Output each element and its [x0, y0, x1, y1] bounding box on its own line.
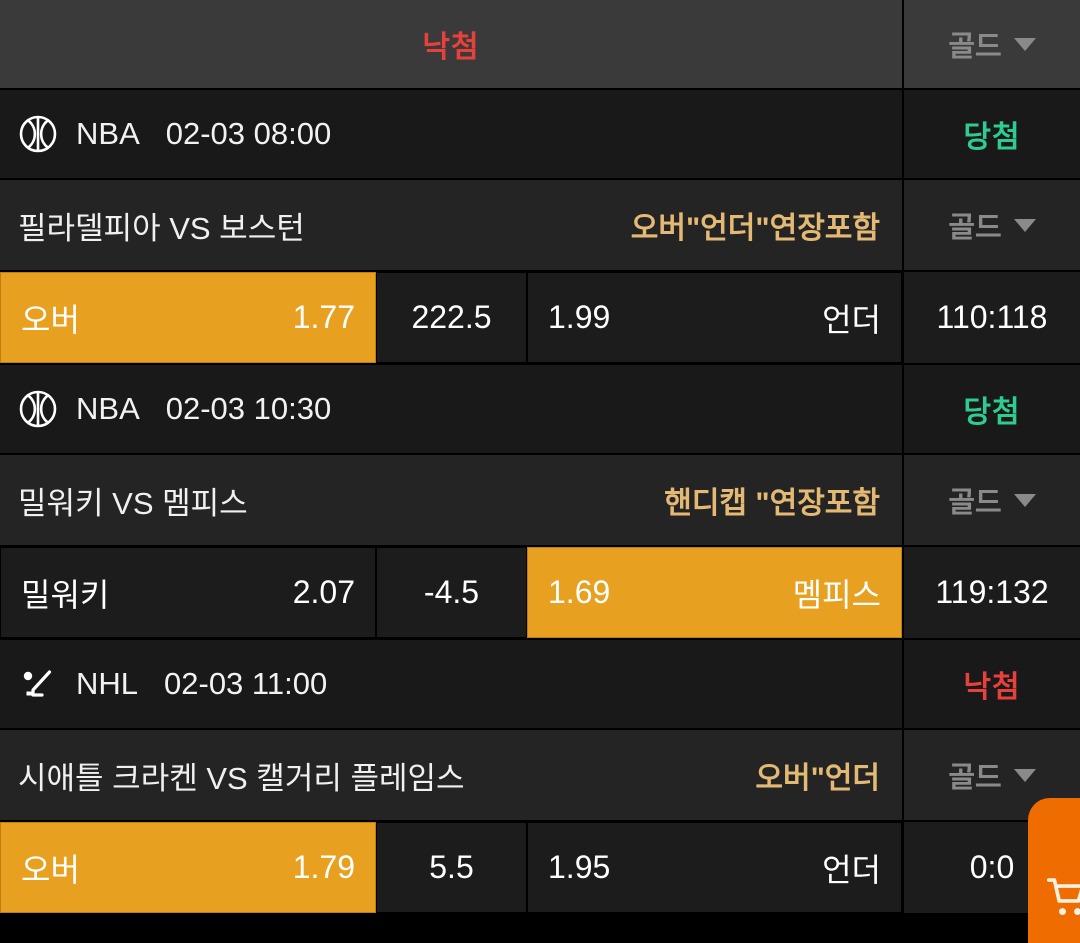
grade-dropdown[interactable]: 골드	[948, 23, 1036, 65]
grade-dropdown[interactable]: 골드	[948, 479, 1036, 521]
event-header-row: NHL 02-03 11:00 낙첨	[0, 640, 1080, 730]
odds-cells: 오버 1.77 222.5 1.99 언더	[0, 272, 902, 363]
score-cell: 119:132	[902, 547, 1080, 638]
odds-row: 밀워키 2.07 -4.5 1.69 멤피스 119:132	[0, 547, 1080, 640]
pick-away-odds: 1.69	[548, 574, 611, 610]
grade-label: 골드	[948, 31, 1002, 63]
event-league-cell: NBA 02-03 10:30	[0, 365, 902, 453]
event-result-cell: 낙첨	[902, 640, 1080, 728]
chevron-down-icon	[1013, 493, 1036, 507]
event-result-cell: 당첨	[902, 90, 1080, 178]
pick-line: 5.5	[376, 822, 527, 913]
pick-home-odds: 2.07	[292, 574, 355, 610]
score-cell: 110:118	[902, 272, 1080, 363]
chevron-down-icon	[1013, 218, 1036, 232]
odds-row: 오버 1.77 222.5 1.99 언더 110:118	[0, 272, 1080, 365]
odds-row: 오버 1.79 5.5 1.95 언더 0:0	[0, 822, 1080, 915]
pick-away-odds: 1.95	[548, 849, 611, 885]
pick-away[interactable]: 1.69 멤피스	[527, 547, 902, 638]
match-row[interactable]: 시애틀 크라켄 VS 캘거리 플레임스 오버"언더 골드	[0, 730, 1080, 822]
event-league-cell: NHL 02-03 11:00	[0, 640, 902, 728]
grade-label: 골드	[948, 212, 1002, 244]
match-score: 119:132	[935, 574, 1049, 610]
event-datetime: 02-03 10:30	[165, 391, 332, 426]
grade-dropdown[interactable]: 골드	[948, 204, 1036, 246]
pick-away-name: 언더	[822, 301, 881, 338]
slip-header-status-cell: 낙첨	[0, 0, 902, 88]
match-info-cell[interactable]: 시애틀 크라켄 VS 캘거리 플레임스 오버"언더	[0, 730, 902, 820]
match-score: 110:118	[936, 299, 1048, 335]
league-name: NBA	[76, 116, 140, 151]
shopping-cart-icon	[1046, 878, 1080, 916]
match-row[interactable]: 밀워키 VS 멤피스 핸디캡 "연장포함 골드	[0, 455, 1080, 547]
chevron-down-icon	[1013, 37, 1036, 51]
market-label: 오버"언더"연장포함	[630, 212, 880, 245]
match-teams: 시애틀 크라켄 VS 캘거리 플레임스	[18, 760, 465, 796]
pick-home-odds: 1.79	[292, 849, 355, 885]
status-badge: 당첨	[963, 396, 1021, 429]
match-info-cell[interactable]: 필라델피아 VS 보스턴 오버"언더"연장포함	[0, 180, 902, 270]
basketball-icon	[19, 115, 57, 153]
market-label: 오버"언더	[755, 762, 880, 795]
pick-home-odds: 1.77	[292, 299, 355, 335]
pick-line: 222.5	[376, 272, 527, 363]
match-grade-cell[interactable]: 골드	[902, 180, 1080, 270]
match-info-cell[interactable]: 밀워키 VS 멤피스 핸디캡 "연장포함	[0, 455, 902, 545]
event-league-cell: NBA 02-03 08:00	[0, 90, 902, 178]
match-teams: 필라델피아 VS 보스턴	[18, 210, 305, 246]
basketball-icon	[19, 390, 57, 428]
odds-cells: 오버 1.79 5.5 1.95 언더	[0, 822, 902, 913]
odds-cells: 밀워키 2.07 -4.5 1.69 멤피스	[0, 547, 902, 638]
league-name: NBA	[76, 391, 140, 426]
match-grade-cell[interactable]: 골드	[902, 730, 1080, 820]
event-header-row: NBA 02-03 10:30 당첨	[0, 365, 1080, 455]
status-badge: 낙첨	[963, 671, 1021, 704]
event-result-cell: 당첨	[902, 365, 1080, 453]
match-grade-cell[interactable]: 골드	[902, 455, 1080, 545]
pick-home[interactable]: 오버 1.79	[0, 822, 376, 913]
event-datetime: 02-03 11:00	[164, 666, 328, 701]
pick-line-value: 5.5	[429, 849, 474, 885]
slip-overall-status: 낙첨	[422, 31, 480, 64]
hockey-icon	[23, 670, 52, 697]
pick-line: -4.5	[376, 547, 527, 638]
grade-dropdown[interactable]: 골드	[948, 754, 1036, 796]
grade-label: 골드	[948, 487, 1002, 519]
event-datetime: 02-03 08:00	[165, 116, 332, 151]
pick-away-name: 멤피스	[792, 576, 881, 613]
pick-line-value: 222.5	[411, 299, 492, 335]
pick-home[interactable]: 밀워키 2.07	[0, 547, 376, 638]
grade-label: 골드	[948, 762, 1002, 794]
pick-home-name: 밀워키	[21, 576, 110, 613]
pick-away[interactable]: 1.99 언더	[527, 272, 902, 363]
slip-header-grade-cell[interactable]: 골드	[902, 0, 1080, 88]
bet-slip-cart-button[interactable]	[1028, 798, 1080, 943]
pick-away-odds: 1.99	[548, 299, 611, 335]
pick-home-name: 오버	[21, 851, 80, 888]
match-teams: 밀워키 VS 멤피스	[18, 485, 248, 521]
pick-away[interactable]: 1.95 언더	[527, 822, 902, 913]
pick-home[interactable]: 오버 1.77	[0, 272, 376, 363]
pick-line-value: -4.5	[423, 574, 480, 610]
match-score: 0:0	[969, 849, 1015, 885]
status-badge: 당첨	[963, 121, 1021, 154]
pick-away-name: 언더	[822, 851, 881, 888]
league-name: NHL	[76, 666, 139, 701]
market-label: 핸디캡 "연장포함	[664, 487, 880, 520]
slip-header-row: 낙첨 골드	[0, 0, 1080, 90]
pick-home-name: 오버	[21, 301, 80, 338]
match-row[interactable]: 필라델피아 VS 보스턴 오버"언더"연장포함 골드	[0, 180, 1080, 272]
chevron-down-icon	[1013, 768, 1036, 782]
event-header-row: NBA 02-03 08:00 당첨	[0, 90, 1080, 180]
